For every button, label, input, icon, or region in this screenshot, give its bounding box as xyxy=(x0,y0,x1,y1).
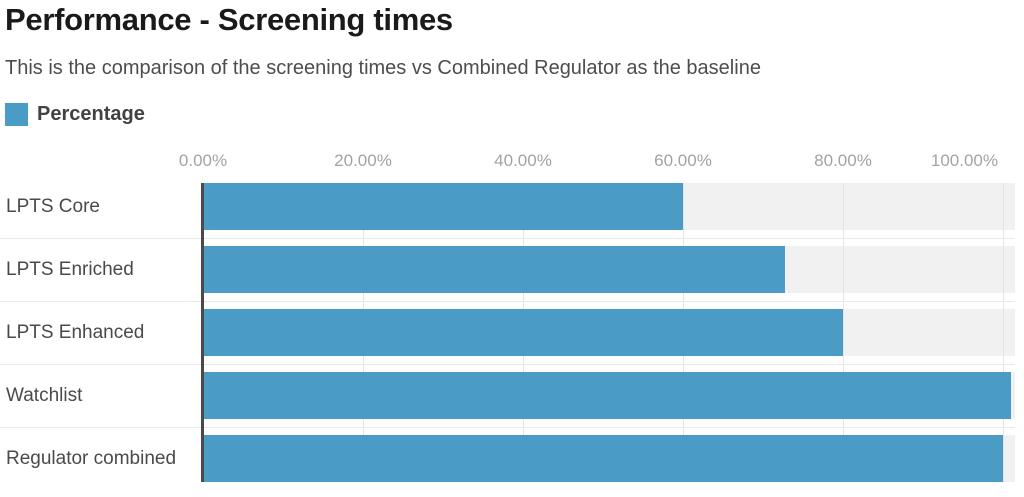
chart-row: LPTS Core xyxy=(0,183,1024,230)
x-axis-ticks: 0.00% 20.00% 40.00% 60.00% 80.00% 100.00% xyxy=(0,148,1024,178)
row-separator xyxy=(0,364,1015,365)
x-tick-label: 0.00% xyxy=(178,151,228,170)
chart-subtitle: This is the comparison of the screening … xyxy=(5,57,761,79)
gridline xyxy=(1003,183,1004,482)
x-tick-label: 20.00% xyxy=(334,151,392,170)
x-tick-label: 100.00% xyxy=(930,151,998,170)
bar[interactable] xyxy=(203,309,843,356)
bar[interactable] xyxy=(203,246,786,293)
chart-row: Regulator combined xyxy=(0,435,1024,482)
row-separator xyxy=(0,238,1015,239)
y-axis-line xyxy=(201,183,204,482)
chart-row: LPTS Enhanced xyxy=(0,309,1024,356)
category-label: LPTS Enriched xyxy=(6,258,134,280)
gridline xyxy=(843,183,844,482)
category-label: Regulator combined xyxy=(6,447,177,469)
category-label: LPTS Enhanced xyxy=(6,321,145,343)
chart-title: Performance - Screening times xyxy=(5,2,453,37)
category-label: Watchlist xyxy=(6,384,83,406)
x-tick-label: 40.00% xyxy=(494,151,552,170)
legend: Percentage xyxy=(5,103,145,126)
bar-chart: 0.00% 20.00% 40.00% 60.00% 80.00% 100.00% LPT… xyxy=(0,148,1024,488)
chart-row: LPTS Enriched xyxy=(0,246,1024,293)
x-tick-label: 80.00% xyxy=(814,151,872,170)
category-label: LPTS Core xyxy=(6,195,100,217)
legend-label: Percentage xyxy=(37,103,145,125)
row-separator xyxy=(0,427,1015,428)
bar[interactable] xyxy=(203,435,1003,482)
chart-row: Watchlist xyxy=(0,372,1024,419)
x-tick-label: 60.00% xyxy=(654,151,712,170)
bar[interactable] xyxy=(203,183,683,230)
plot-area: LPTS Core LPTS Enriched LPTS Enhanced Wa… xyxy=(0,180,1024,486)
row-separator xyxy=(0,301,1015,302)
bar[interactable] xyxy=(203,372,1011,419)
legend-color-swatch xyxy=(5,103,28,126)
